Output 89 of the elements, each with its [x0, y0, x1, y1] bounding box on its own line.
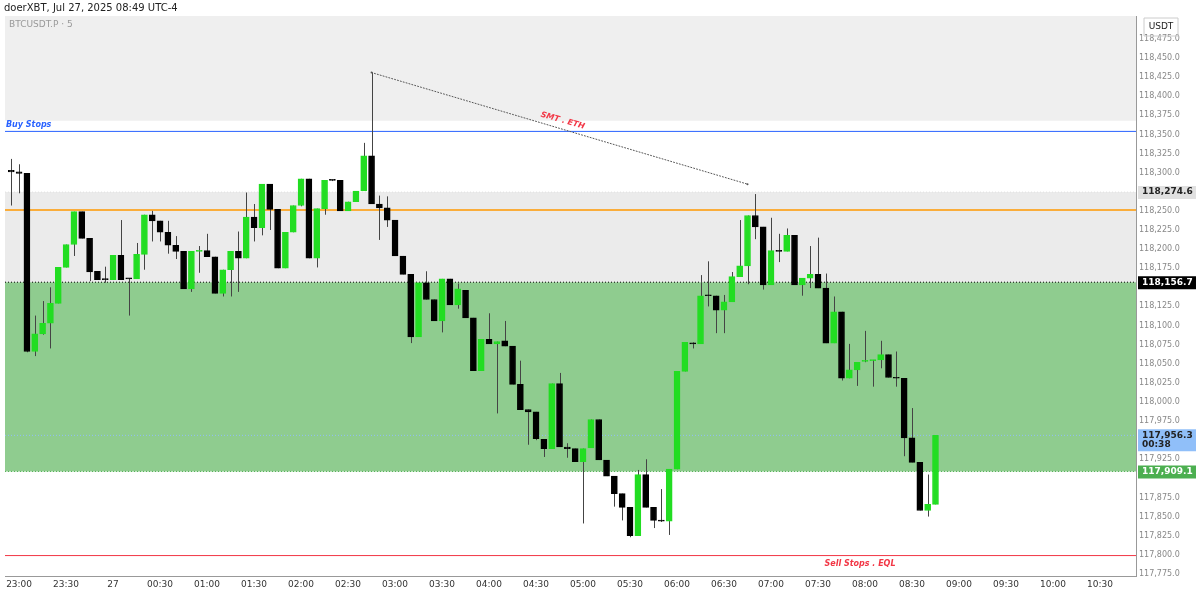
- x-tick-label: 04:30: [523, 578, 550, 589]
- y-tick-label: 117,925.0: [1139, 454, 1180, 464]
- x-tick-label: 07:30: [805, 578, 832, 589]
- x-tick-label: 27: [107, 578, 119, 589]
- candlestick: [454, 282, 462, 310]
- y-tick-label: 117,975.0: [1139, 416, 1180, 426]
- y-tick-label: 118,125.0: [1139, 301, 1180, 311]
- y-tick-label: 118,175.0: [1139, 263, 1180, 273]
- x-tick-label: 08:30: [899, 578, 926, 589]
- x-tick-label: 08:00: [852, 578, 879, 589]
- ref-line-label: 117,909.1: [1142, 465, 1193, 476]
- x-tick-label: 10:30: [1087, 578, 1114, 589]
- x-tick-label: 05:30: [617, 578, 644, 589]
- x-tick-label: 05:00: [570, 578, 597, 589]
- y-tick-label: 118,475.0: [1139, 34, 1180, 44]
- candlestick: [752, 193, 759, 240]
- candlestick: [893, 351, 900, 388]
- x-tick-label: 03:30: [429, 578, 456, 589]
- y-tick-label: 117,775.0: [1139, 568, 1180, 578]
- x-tick-label: 00:30: [147, 578, 174, 589]
- x-tick-label: 03:00: [382, 578, 409, 589]
- x-tick-label: 02:30: [335, 578, 362, 589]
- candlestick: [227, 250, 234, 297]
- candlestick: [423, 270, 430, 301]
- candlestick: [39, 300, 46, 336]
- y-tick-label: 117,875.0: [1139, 492, 1180, 502]
- x-tick-label: 01:00: [194, 578, 221, 589]
- x-tick-label: 06:30: [711, 578, 738, 589]
- y-tick-label: 118,200.0: [1139, 244, 1180, 254]
- x-tick-label: 01:30: [241, 578, 268, 589]
- candlestick: [869, 359, 877, 388]
- x-tick-label: 07:00: [758, 578, 785, 589]
- y-tick-label: 118,375.0: [1139, 110, 1180, 120]
- ref-line-label: Sell Stops . EQL: [824, 558, 896, 568]
- candlestick: [203, 233, 211, 258]
- candlestick: [219, 269, 227, 297]
- x-tick-label: 09:00: [946, 578, 973, 589]
- y-tick-label: 118,000.0: [1139, 397, 1180, 407]
- candlestick: [517, 360, 524, 411]
- candlestick: [383, 195, 391, 228]
- x-tick-label: 23:00: [6, 578, 33, 589]
- candlestick: [846, 343, 853, 379]
- chart-title: BTCUSDT.P · 5: [9, 19, 73, 30]
- y-tick-label: 118,050.0: [1139, 358, 1180, 368]
- y-tick-label: 118,100.0: [1139, 320, 1180, 330]
- x-tick-label: 04:00: [476, 578, 503, 589]
- candlestick: [31, 315, 39, 357]
- candlestick: [877, 340, 884, 369]
- x-tick-label: 02:00: [288, 578, 315, 589]
- ref-line-label: Buy Stops: [6, 120, 52, 130]
- y-tick-label: 118,025.0: [1139, 377, 1180, 387]
- x-tick-label: 06:00: [664, 578, 691, 589]
- candlestick: [736, 219, 744, 278]
- y-tick-label: 118,325.0: [1139, 148, 1180, 158]
- ref-line-label: 118,274.6: [1142, 186, 1193, 197]
- y-tick-label: 117,800.0: [1139, 549, 1180, 559]
- y-tick-label: 118,400.0: [1139, 91, 1180, 101]
- y-tick-label: 118,425.0: [1139, 72, 1180, 82]
- candlestick: [658, 488, 665, 523]
- y-tick-label: 117,850.0: [1139, 511, 1180, 521]
- x-tick-label: 09:30: [993, 578, 1020, 589]
- y-tick-label: 118,450.0: [1139, 53, 1180, 63]
- candlestick: [611, 475, 618, 508]
- y-tick-label: 118,350.0: [1139, 129, 1180, 139]
- y-tick-label: 117,825.0: [1139, 530, 1180, 540]
- text: doerXBT, Jul 27, 2025 08:49 UTC-4: [4, 1, 178, 13]
- ref-line-label: 117,956.3 00:38: [1142, 429, 1193, 449]
- candlestick: [133, 242, 140, 280]
- candlestick: [924, 474, 931, 518]
- candlestick: [148, 210, 156, 242]
- ref-line-label: 118,156.7: [1142, 276, 1193, 287]
- y-tick-label: 118,300.0: [1139, 167, 1180, 177]
- y-tick-label: 118,225.0: [1139, 225, 1180, 235]
- candlestick: [15, 163, 23, 194]
- y-tick-label: 118,075.0: [1139, 339, 1180, 349]
- candlestick: [266, 183, 274, 231]
- candlestick: [501, 320, 509, 347]
- candlestick: [493, 341, 501, 414]
- candlestick: [524, 409, 532, 446]
- annotation: SMT . ETH: [539, 109, 587, 131]
- x-tick-label: 23:30: [53, 578, 80, 589]
- y-axis-title: USDT: [1148, 21, 1174, 32]
- candlestick: [172, 235, 180, 260]
- candlestick: [712, 295, 720, 334]
- candlestick: [650, 506, 657, 529]
- y-tick-label: 118,250.0: [1139, 205, 1180, 215]
- candlestick: [618, 493, 626, 521]
- x-tick-label: 10:00: [1040, 578, 1067, 589]
- candlestick: [47, 286, 54, 349]
